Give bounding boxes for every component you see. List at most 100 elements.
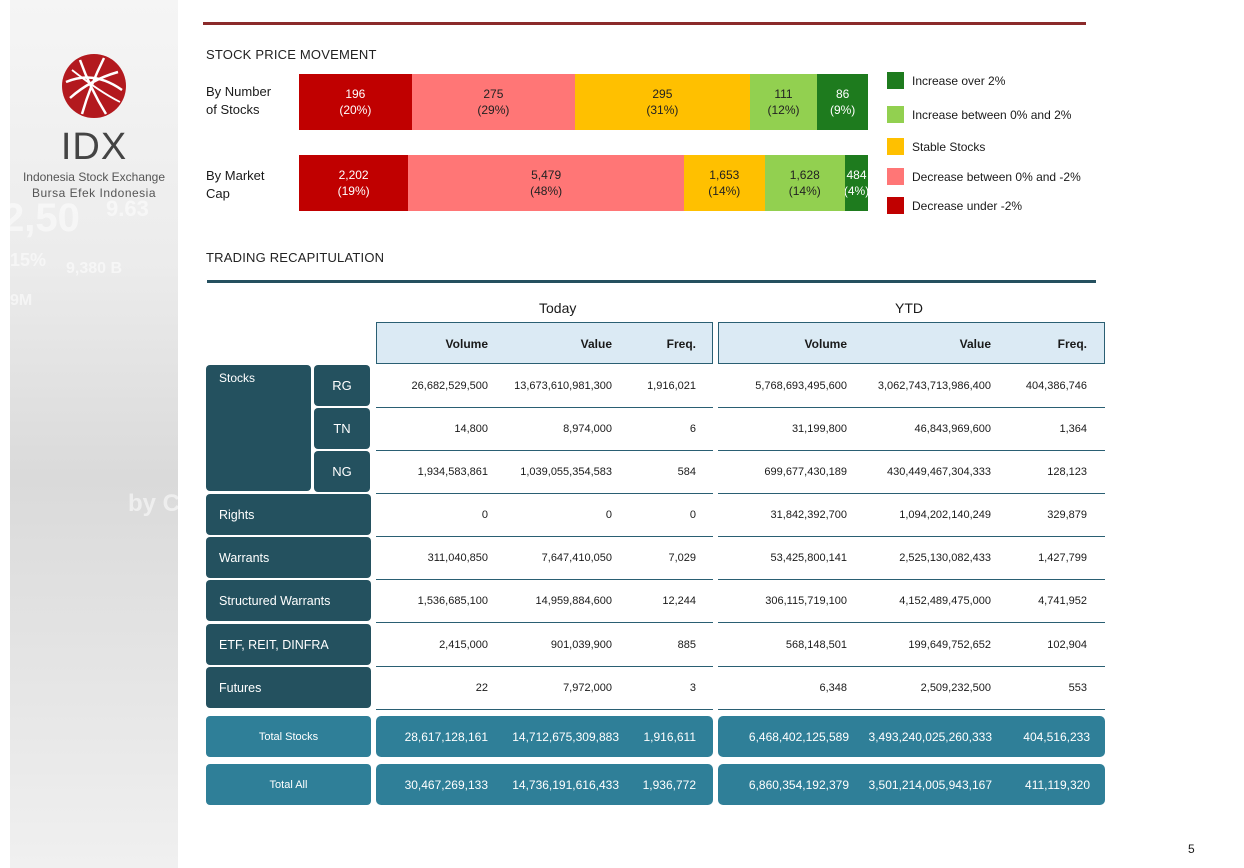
table-cell: 584 <box>677 466 696 478</box>
row-label: Rights <box>206 494 371 535</box>
table-cell: 7,972,000 <box>563 682 612 694</box>
bar-segment: 111 (12%) <box>749 74 818 130</box>
bar-by-number: 196 (20%) 275 (29%) 295 (31%) 111 (12%) 86 (9%) <box>299 74 868 130</box>
segment-percent: (9%) <box>829 103 856 117</box>
table-cell: 8,974,000 <box>563 423 612 435</box>
table-cell: 901,039,900 <box>550 639 612 651</box>
table-cell: 430,449,467,304,333 <box>887 466 991 478</box>
brand-name: IDX <box>60 126 128 168</box>
table-cell: 2,509,232,500 <box>920 682 991 694</box>
table-cell: 4,741,952 <box>1038 595 1087 607</box>
legend-label: Decrease between 0% and -2% <box>912 169 1081 184</box>
legend-swatch <box>887 138 904 155</box>
segment-percent: (48%) <box>530 184 563 198</box>
header-box-ytd <box>718 322 1105 364</box>
segment-value: 275 <box>483 87 504 101</box>
segment-percent: (12%) <box>767 103 800 117</box>
group-title-ytd: YTD <box>895 300 923 316</box>
table-cell: 13,673,610,981,300 <box>514 380 612 392</box>
total-label: Total Stocks <box>206 716 371 757</box>
row-separator <box>376 666 713 667</box>
table-cell: 3,062,743,713,986,400 <box>877 380 991 392</box>
row-separator <box>718 450 1105 451</box>
table-cell: 1,094,202,140,249 <box>899 509 991 521</box>
row-label-rg: RG <box>314 365 370 406</box>
table-cell: 5,768,693,495,600 <box>755 380 847 392</box>
row-label: Structured Warrants <box>206 580 371 621</box>
table-cell: 46,843,969,600 <box>914 423 991 435</box>
table-cell: 699,677,430,189 <box>764 466 847 478</box>
brand-subtitle-local: Bursa Efek Indonesia <box>31 186 157 200</box>
total-cell: 1,916,611 <box>643 730 697 744</box>
table-cell: 311,040,850 <box>427 552 488 564</box>
total-cell: 3,501,214,005,943,167 <box>868 778 992 792</box>
section-title-movement: STOCK PRICE MOVEMENT <box>206 47 377 62</box>
bar-by-market-cap: 2,202 (19%) 5,479 (48%) 1,653 (14%) 1,628 (14%)… <box>299 155 868 211</box>
legend-swatch <box>887 168 904 185</box>
row-label: Futures <box>206 667 371 708</box>
group-title-today: Today <box>539 300 577 316</box>
table-cell: 102,904 <box>1047 639 1087 651</box>
row-label-line: By Market <box>206 168 265 183</box>
background-number: 9,380 B <box>66 260 123 277</box>
legend-item: Stable Stocks <box>887 138 985 155</box>
row-separator <box>376 622 713 623</box>
background-number: 2,50 <box>10 196 80 240</box>
segment-percent: (4%) <box>845 184 868 198</box>
background-number: 9M <box>10 292 33 309</box>
table-cell: 329,879 <box>1047 509 1087 521</box>
row-label-by-market-cap: By Market Cap <box>206 167 265 203</box>
table-cell: 199,649,752,652 <box>908 639 991 651</box>
legend-item: Decrease between 0% and -2% <box>887 168 1081 185</box>
table-cell: 568,148,501 <box>785 639 847 651</box>
col-header-value: Value <box>580 337 612 351</box>
total-box-ytd <box>718 764 1105 805</box>
table-cell: 885 <box>677 639 696 651</box>
table-cell: 22 <box>475 682 488 694</box>
page-number: 5 <box>1188 842 1195 856</box>
legend-swatch <box>887 72 904 89</box>
total-cell: 3,493,240,025,260,333 <box>868 730 992 744</box>
legend-item: Increase over 2% <box>887 72 1005 89</box>
legend-swatch <box>887 197 904 214</box>
total-box-today <box>376 764 713 805</box>
table-cell: 553 <box>1068 682 1087 694</box>
row-separator <box>718 579 1105 580</box>
row-label: ETF, REIT, DINFRA <box>206 624 371 665</box>
bar-segment: 86 (9%) <box>817 74 868 130</box>
bar-segment: 5,479 (48%) <box>408 155 685 211</box>
row-separator <box>376 450 713 451</box>
total-cell: 411,119,320 <box>1025 778 1090 792</box>
row-separator <box>718 493 1105 494</box>
total-cell: 28,617,128,161 <box>404 730 488 744</box>
legend-item: Increase between 0% and 2% <box>887 106 1071 123</box>
col-header-volume: Volume <box>445 337 488 351</box>
table-cell: 1,934,583,861 <box>417 466 488 478</box>
table-cell: 14,959,884,600 <box>535 595 612 607</box>
segment-value: 86 <box>835 87 850 101</box>
table-cell: 128,123 <box>1047 466 1087 478</box>
row-label-stocks: Stocks <box>206 365 311 491</box>
sidebar-banner: 2,50 9.63 9,380 B 15% 9M by Ch IDX Indon… <box>10 0 178 868</box>
row-label-line: By Number <box>206 84 272 99</box>
legend-swatch <box>887 106 904 123</box>
table-cell: 0 <box>605 509 612 521</box>
bar-segment: 1,653 (14%) <box>684 155 765 211</box>
legend-label: Increase between 0% and 2% <box>912 107 1072 122</box>
segment-value: 1,628 <box>789 168 820 182</box>
row-separator <box>376 493 713 494</box>
total-cell: 404,516,233 <box>1023 730 1090 744</box>
table-cell: 0 <box>481 509 488 521</box>
idx-logo-icon <box>62 54 126 118</box>
segment-value: 295 <box>652 87 673 101</box>
segment-percent: (31%) <box>646 103 679 117</box>
row-separator <box>376 709 713 710</box>
legend-label: Stable Stocks <box>912 139 986 154</box>
table-cell: 6,348 <box>819 682 847 694</box>
total-cell: 14,712,675,309,883 <box>512 730 619 744</box>
col-header-freq: Freq. <box>1057 337 1087 351</box>
table-cell: 12,244 <box>662 595 696 607</box>
header-divider <box>203 22 1086 25</box>
table-cell: 1,916,021 <box>647 380 696 392</box>
table-cell: 2,415,000 <box>439 639 488 651</box>
